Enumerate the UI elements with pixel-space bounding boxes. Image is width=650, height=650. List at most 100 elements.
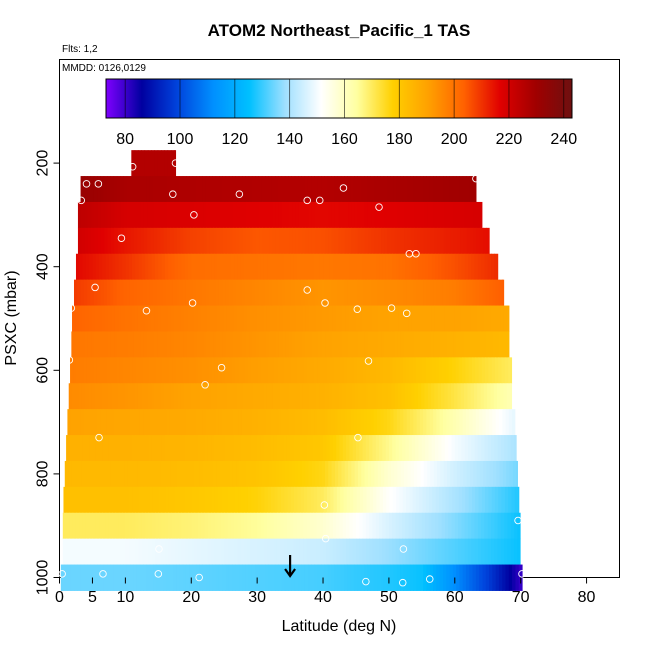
heatmap-cell [259, 383, 264, 410]
heatmap-cell [440, 383, 445, 410]
heatmap-cell [409, 357, 414, 384]
heatmap-cell [385, 253, 390, 281]
heatmap-cell [396, 176, 401, 203]
heatmap-cell [432, 486, 437, 514]
heatmap-cell [273, 538, 278, 566]
heatmap-cell [141, 435, 146, 462]
heatmap-cell [409, 176, 414, 203]
heatmap-cell [454, 305, 459, 332]
observation-point [303, 286, 311, 294]
heatmap-cell [458, 512, 462, 540]
heatmap-cell [209, 201, 214, 229]
heatmap-cell [350, 176, 355, 203]
y-axis-label: PSXC (mbar) [3, 270, 20, 365]
heatmap-cell [427, 331, 432, 358]
heatmap-cell [373, 564, 378, 591]
heatmap-cell [284, 486, 289, 514]
heatmap-cell [240, 538, 245, 566]
heatmap-cell [481, 253, 486, 281]
heatmap-cell [257, 512, 262, 540]
heatmap-cell [220, 383, 225, 410]
heatmap-cell [190, 383, 195, 410]
heatmap-cell [269, 305, 274, 332]
heatmap-cell [270, 357, 275, 384]
heatmap-cell [390, 564, 395, 591]
heatmap-cell [430, 460, 435, 488]
heatmap-cell [459, 564, 464, 591]
heatmap-cell [492, 409, 497, 436]
heatmap-cell [151, 435, 156, 462]
heatmap-cell [198, 486, 203, 514]
heatmap-cell [478, 486, 483, 514]
heatmap-cell [207, 512, 212, 540]
heatmap-cell [331, 227, 336, 255]
heatmap-cell [200, 305, 205, 332]
heatmap-cell [344, 460, 349, 488]
heatmap-cell [392, 538, 397, 566]
heatmap-cell [324, 409, 329, 436]
heatmap-cell [329, 538, 334, 566]
heatmap-cell [334, 279, 339, 307]
heatmap-cell [311, 460, 316, 488]
observation-point [67, 304, 76, 312]
heatmap-cell [347, 564, 352, 591]
heatmap-cell [135, 512, 140, 540]
heatmap-cell [194, 253, 199, 281]
heatmap-cell [293, 435, 298, 462]
observation-point [387, 304, 396, 312]
heatmap-cell [253, 383, 258, 410]
heatmap-cell [375, 512, 380, 540]
heatmap [60, 150, 523, 591]
heatmap-cell [485, 564, 490, 591]
heatmap-cell [276, 435, 281, 462]
heatmap-cell [406, 564, 411, 591]
heatmap-cell [203, 227, 208, 255]
heatmap-cell [193, 201, 198, 229]
heatmap-cell [274, 176, 279, 203]
heatmap-cell [273, 435, 278, 462]
heatmap-cell [337, 564, 342, 591]
heatmap-cell [392, 512, 397, 540]
y-tick-label: 800 [35, 460, 52, 487]
heatmap-cell [90, 176, 95, 203]
heatmap-cell [426, 176, 431, 203]
heatmap-cell [415, 486, 420, 514]
heatmap-cell [199, 564, 204, 591]
heatmap-cell [257, 357, 262, 384]
heatmap-cell [308, 460, 313, 488]
heatmap-cell [245, 227, 250, 255]
heatmap-cell [87, 564, 92, 591]
heatmap-cell [130, 201, 135, 229]
heatmap-cell [466, 227, 471, 255]
heatmap-cell [351, 201, 356, 229]
heatmap-cell [296, 512, 301, 540]
heatmap-cell [370, 176, 375, 203]
heatmap-cell [423, 227, 428, 255]
heatmap-cell [169, 279, 174, 307]
heatmap-cell [370, 279, 375, 307]
heatmap-cell [251, 564, 256, 591]
heatmap-cell [222, 564, 227, 591]
heatmap-cell [195, 279, 200, 307]
heatmap-cell [160, 150, 165, 177]
heatmap-cell [232, 564, 237, 591]
heatmap-cell [293, 253, 298, 281]
heatmap-cell [421, 305, 426, 332]
heatmap-cell [304, 564, 309, 591]
heatmap-cell [233, 305, 238, 332]
heatmap-cell [317, 486, 321, 514]
heatmap-cell [207, 538, 212, 566]
heatmap-cell [436, 279, 441, 307]
heatmap-cell [443, 201, 448, 229]
heatmap-cell [404, 227, 408, 255]
heatmap-cell [311, 176, 316, 203]
heatmap-cell [475, 409, 480, 436]
heatmap-cell [398, 538, 403, 566]
heatmap-cell [74, 331, 79, 358]
heatmap-cell [128, 538, 133, 566]
heatmap-cell [219, 460, 224, 488]
heatmap-cell [517, 512, 521, 540]
heatmap-cell [204, 253, 209, 281]
heatmap-cell [413, 176, 418, 203]
heatmap-cell [388, 538, 393, 566]
